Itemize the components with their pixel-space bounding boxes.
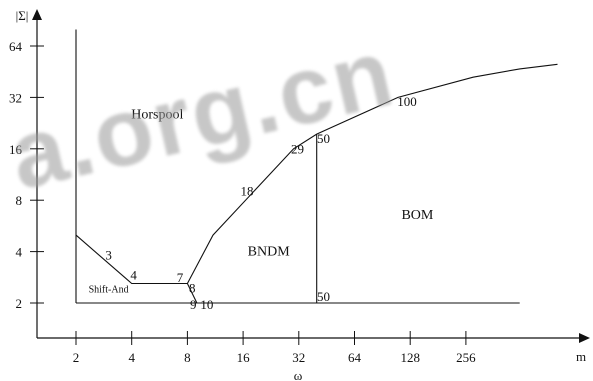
y-axis-label: |Σ| bbox=[16, 8, 29, 23]
x-axis-arrow bbox=[579, 333, 590, 343]
x-tick-label: 2 bbox=[73, 350, 80, 365]
x-axis-label: m bbox=[576, 349, 586, 364]
x-tick-label: 256 bbox=[456, 350, 476, 365]
annotation-label: 50 bbox=[317, 131, 330, 146]
annotation-label: 100 bbox=[397, 94, 417, 109]
annotation-label: 8 bbox=[189, 281, 196, 296]
y-tick-label: 64 bbox=[9, 39, 23, 54]
annotation-label: 29 bbox=[291, 142, 304, 157]
labels-group: Horspool BNDM BOM Shift-And 3 4 789 10 18 29 50 50 1… bbox=[89, 94, 434, 312]
y-tick-label: 16 bbox=[9, 142, 23, 157]
boundary-line-2 bbox=[186, 63, 558, 284]
region-label-bndm: BNDM bbox=[248, 244, 291, 259]
x-tick-label: 8 bbox=[184, 350, 191, 365]
annotation-label: 18 bbox=[241, 184, 254, 199]
y-tick-label: 4 bbox=[16, 245, 23, 260]
x-tick-label: 16 bbox=[237, 350, 251, 365]
region-label-bom: BOM bbox=[401, 208, 433, 223]
x-tick-label: 32 bbox=[292, 350, 305, 365]
y-tick-label: 2 bbox=[16, 296, 23, 311]
annotation-label: 50 bbox=[317, 289, 330, 304]
annotation-label: 10 bbox=[200, 297, 213, 312]
annotation-label: 4 bbox=[130, 267, 137, 282]
region-label-shift-and: Shift-And bbox=[89, 285, 129, 296]
y-tick-label: 32 bbox=[9, 90, 22, 105]
x-axis-label-secondary: ω bbox=[294, 368, 303, 381]
region-label-horspool: Horspool bbox=[131, 108, 183, 123]
y-axis-arrow bbox=[32, 9, 42, 20]
annotation-label: 9 bbox=[190, 297, 197, 312]
y-tick-label: 8 bbox=[16, 193, 23, 208]
series-group bbox=[75, 29, 558, 304]
axes: 2 4 8 16 32 64 128 256 2 4 8 16 32 64 m ω |Σ| bbox=[9, 8, 590, 381]
x-tick-label: 4 bbox=[128, 350, 135, 365]
x-tick-label: 128 bbox=[400, 350, 420, 365]
boundary-line-1 bbox=[75, 234, 198, 304]
annotation-label: 3 bbox=[105, 247, 112, 262]
annotation-label: 7 bbox=[177, 270, 184, 285]
x-tick-label: 64 bbox=[348, 350, 362, 365]
